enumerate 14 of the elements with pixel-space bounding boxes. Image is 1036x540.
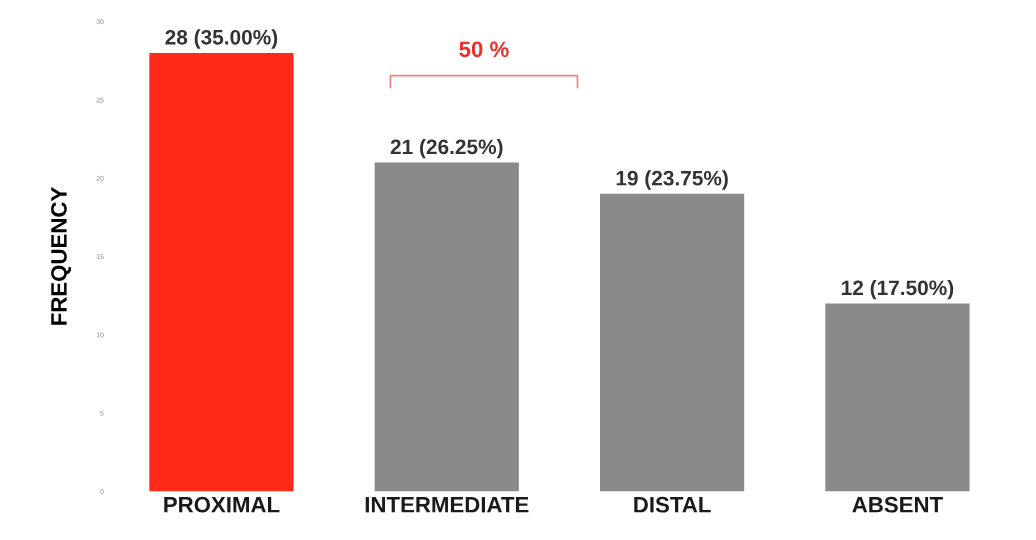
bar xyxy=(825,303,970,492)
y-axis-title: FREQUENCY xyxy=(51,187,71,325)
x-tick-label: INTERMEDIATE xyxy=(365,497,529,513)
annotation: 50 % xyxy=(459,41,509,58)
data-label: 28 (35.00%) xyxy=(165,29,278,49)
data-label: 12 (17.50%) xyxy=(842,279,954,300)
bar xyxy=(374,162,519,492)
x-tick-label: DISTAL xyxy=(634,496,711,513)
data-label: 19 (23.75%) xyxy=(616,170,728,190)
x-tick-label: ABSENT xyxy=(852,496,943,513)
bar xyxy=(600,193,745,492)
bar xyxy=(149,52,294,492)
x-tick-label: PROXIMAL xyxy=(164,496,280,513)
data-label: 21 (26.25%) xyxy=(390,138,503,159)
